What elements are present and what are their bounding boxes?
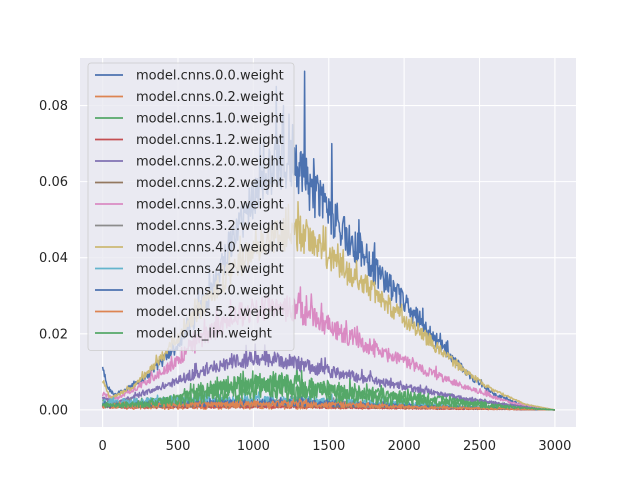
y-tick-label: 0.02 xyxy=(39,327,68,342)
legend-label: model.cnns.2.0.weight xyxy=(136,155,284,170)
legend-label: model.cnns.4.2.weight xyxy=(136,262,284,277)
series-line-model-out-lin-weight xyxy=(101,369,556,411)
x-tick-label: 1000 xyxy=(237,439,270,454)
x-tick-label: 2000 xyxy=(388,439,421,454)
y-tick-label: 0.06 xyxy=(39,175,68,190)
x-tick-label: 0 xyxy=(98,439,106,454)
legend-label: model.cnns.2.2.weight xyxy=(136,176,284,191)
legend-box xyxy=(87,62,295,351)
legend-label: model.cnns.3.0.weight xyxy=(136,198,284,213)
series-line-model-cnns-2-0-weight xyxy=(101,343,556,411)
legend-label: model.cnns.1.2.weight xyxy=(136,133,284,148)
y-tick-label: 0.04 xyxy=(39,251,68,266)
x-tick-label: 2500 xyxy=(463,439,496,454)
series-line-model-cnns-1-0-weight xyxy=(101,365,556,411)
legend-label: model.cnns.0.0.weight xyxy=(136,69,284,84)
y-axis-ticks: 0.00 0.02 0.04 0.06 0.08 xyxy=(39,99,68,418)
legend-label: model.cnns.5.2.weight xyxy=(136,305,284,320)
y-tick-label: 0.00 xyxy=(39,403,68,418)
legend-label: model.cnns.1.0.weight xyxy=(136,112,284,127)
legend-label: model.out_lin.weight xyxy=(136,327,272,342)
legend-label: model.cnns.5.0.weight xyxy=(136,284,284,299)
x-tick-label: 3000 xyxy=(538,439,571,454)
series-line-model-cnns-5-2-weight xyxy=(101,397,556,411)
x-tick-label: 500 xyxy=(166,439,191,454)
y-tick-label: 0.08 xyxy=(39,99,68,114)
series-line-model-cnns-3-0-weight xyxy=(101,286,556,411)
x-axis-ticks: 0 500 1000 1500 2000 2500 3000 xyxy=(98,439,571,454)
x-tick-label: 1500 xyxy=(312,439,345,454)
legend-label: model.cnns.3.2.weight xyxy=(136,219,284,234)
legend-label: model.cnns.4.0.weight xyxy=(136,241,284,256)
legend: model.cnns.0.0.weight model.cnns.0.2.weig… xyxy=(87,62,295,351)
legend-label: model.cnns.0.2.weight xyxy=(136,90,284,105)
